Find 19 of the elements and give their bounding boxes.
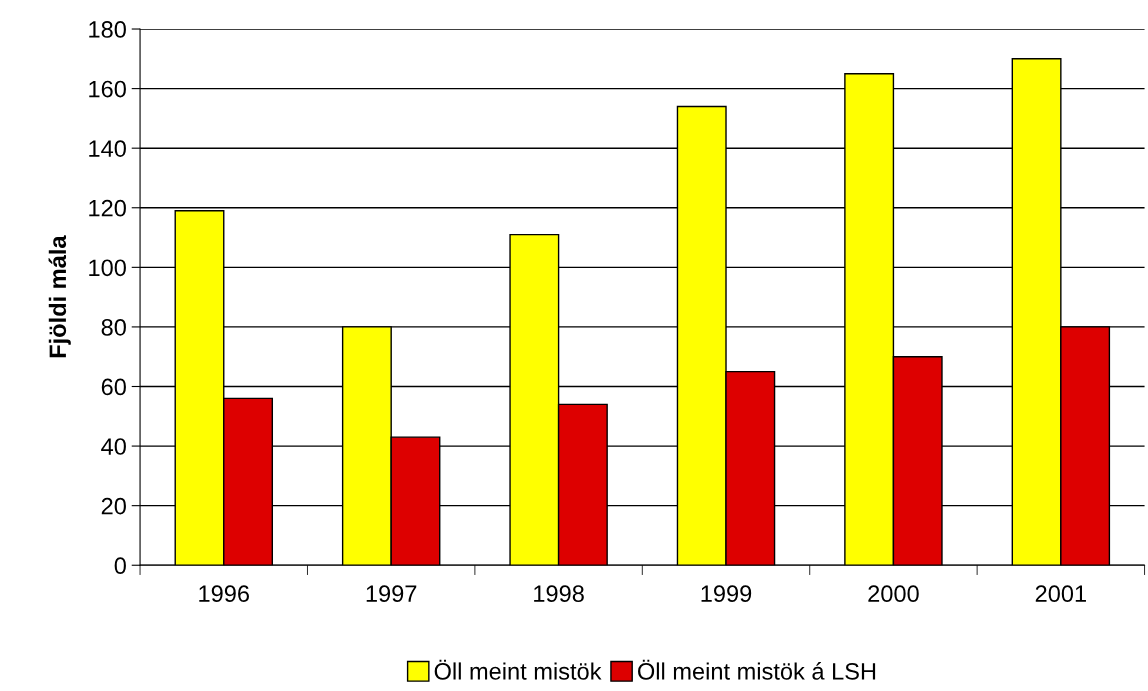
y-tick-label: 60	[101, 378, 126, 396]
y-tick-label: 100	[89, 259, 126, 277]
legend-label: Öll meint mistök	[434, 659, 602, 680]
x-tick-label: 2001	[1035, 585, 1086, 603]
y-tick-label: 40	[101, 438, 126, 455]
x-tick-label: 1999	[701, 585, 752, 603]
y-tick-label: 80	[101, 318, 126, 336]
y-tick-label: 120	[89, 199, 126, 217]
x-tick-label: 1998	[534, 585, 584, 603]
x-tick-label: 1997	[366, 585, 417, 603]
y-tick-label: 160	[89, 80, 126, 98]
y-tick-label: 140	[89, 140, 126, 157]
y-axis-title: Fjöldi mála	[48, 235, 71, 358]
x-tick-label: 2000	[868, 585, 919, 603]
legend-label: Öll meint mistök á LSH	[638, 659, 876, 680]
x-tick-label: 1996	[199, 585, 249, 603]
y-tick-label: 0	[114, 557, 126, 575]
y-tick-label: 20	[101, 497, 126, 515]
y-tick-label: 180	[89, 21, 126, 38]
